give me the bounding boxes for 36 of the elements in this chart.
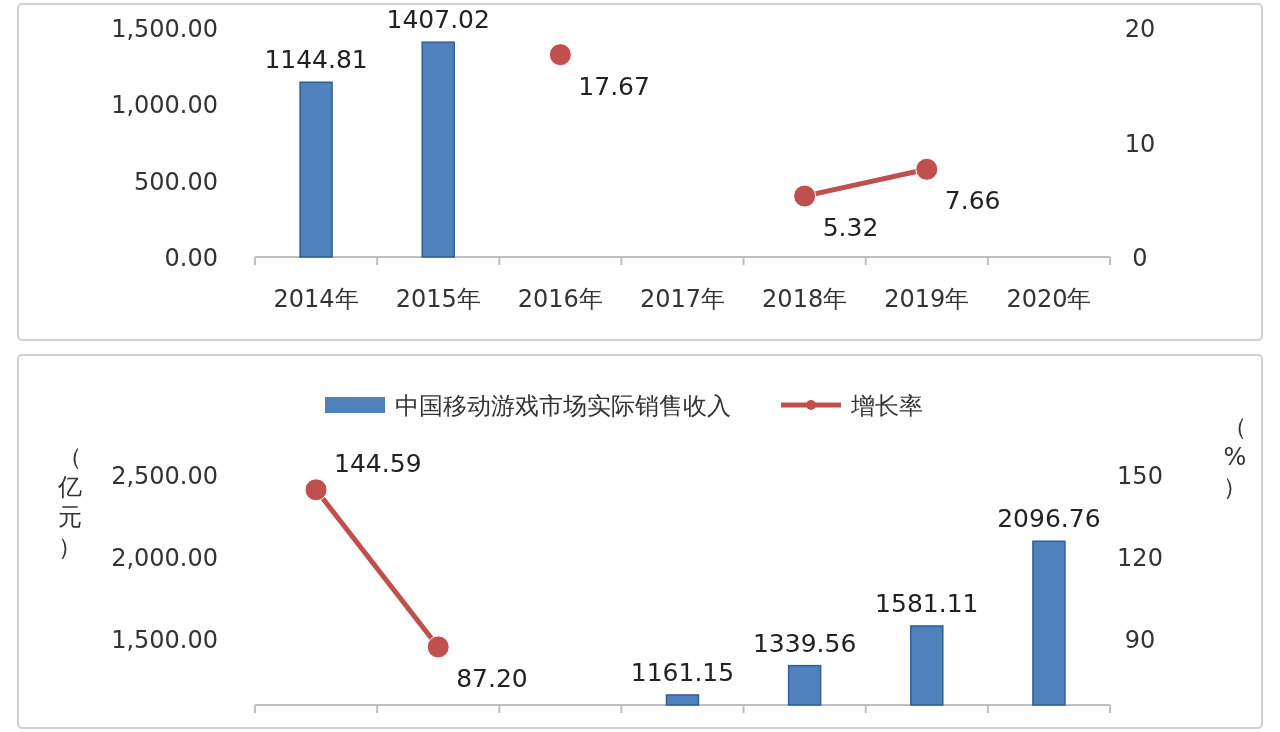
y2-tick-label: 20 bbox=[1124, 15, 1156, 43]
x-tick-label: 2018年 bbox=[762, 285, 848, 313]
y2-tick-label: 120 bbox=[1117, 544, 1163, 573]
legend-label: 增长率 bbox=[850, 392, 923, 420]
x-tick-label: 2020年 bbox=[1006, 285, 1092, 313]
legend-label: 中国移动游戏市场实际销售收入 bbox=[395, 392, 731, 420]
y-tick-label: 500.00 bbox=[134, 167, 218, 196]
y2-tick-label: 150 bbox=[1117, 462, 1163, 490]
y-tick-label: 1,500.00 bbox=[111, 626, 218, 655]
y-tick-label: 1,500.00 bbox=[111, 15, 218, 43]
y2-tick-label: 0 bbox=[1132, 244, 1148, 272]
data-label: 1144.81 bbox=[264, 45, 368, 75]
y-tick-label: 2,000.00 bbox=[111, 544, 218, 573]
data-label: 1339.56 bbox=[752, 628, 857, 658]
y-tick-label: 1,000.00 bbox=[111, 91, 218, 120]
data-label: 5.32 bbox=[822, 213, 879, 243]
data-label: 87.20 bbox=[456, 663, 528, 693]
data-label: 1407.02 bbox=[386, 5, 490, 35]
y-tick-label: 2,500.00 bbox=[111, 462, 218, 490]
x-tick-label: 2019年 bbox=[884, 285, 970, 313]
y2-tick-label: 90 bbox=[1124, 626, 1156, 655]
x-tick-label: 2017年 bbox=[639, 285, 726, 313]
y2-axis-title: （%） bbox=[1223, 413, 1247, 501]
data-label: 1161.15 bbox=[630, 657, 735, 687]
data-label: 1581.11 bbox=[875, 588, 979, 618]
x-tick-label: 2016年 bbox=[517, 285, 603, 313]
y-axis-title: （亿元） bbox=[57, 443, 82, 561]
x-tick-label: 2014年 bbox=[273, 285, 359, 313]
data-label: 7.66 bbox=[944, 186, 1001, 216]
data-label: 2096.76 bbox=[997, 504, 1101, 534]
data-label: 144.59 bbox=[334, 448, 422, 478]
y2-tick-label: 10 bbox=[1124, 129, 1156, 158]
point bbox=[548, 43, 572, 67]
x-tick-label: 2015年 bbox=[395, 285, 481, 313]
data-label: 17.67 bbox=[578, 71, 650, 101]
y-tick-label: 0.00 bbox=[164, 244, 218, 272]
